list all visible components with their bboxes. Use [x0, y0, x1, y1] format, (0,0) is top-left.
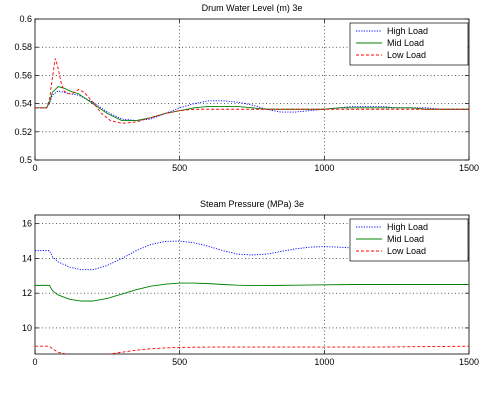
x-tick-label: 0 — [32, 163, 37, 173]
chart-steam-pressure: Steam Pressure (MPa) 3e 0 500 1000 1500 10 12… — [22, 199, 479, 367]
y-tick-label: 0.6 — [19, 14, 32, 24]
chart-title: Steam Pressure (MPa) 3e — [200, 199, 304, 209]
legend-label: High Load — [387, 26, 428, 36]
legend-box — [349, 22, 469, 66]
y-tick-label: 0.58 — [14, 42, 32, 52]
tick-labels: 0 500 1000 1500 10 12 14 16 — [22, 219, 479, 367]
legend-label: High Load — [387, 222, 428, 232]
series-line-high-load — [35, 90, 469, 121]
legend-label: Mid Load — [387, 38, 424, 48]
series-line-low-load — [35, 345, 469, 354]
legend-label: Low Load — [387, 50, 426, 60]
series-line-mid-load — [35, 282, 469, 302]
x-tick-label: 1000 — [314, 357, 334, 367]
x-tick-label: 1500 — [459, 357, 479, 367]
grid — [34, 18, 470, 161]
tick-labels: 0 500 1000 1500 0.5 0.52 0.54 0.56 0.58 0.6 — [14, 14, 479, 173]
series-group — [35, 58, 469, 124]
x-tick-label: 1000 — [314, 163, 334, 173]
y-tick-label: 0.54 — [14, 99, 32, 109]
x-tick-label: 1500 — [459, 163, 479, 173]
y-tick-label: 0.52 — [14, 127, 32, 137]
y-tick-label: 14 — [22, 253, 32, 263]
y-tick-label: 10 — [22, 323, 32, 333]
legend-label: Mid Load — [387, 234, 424, 244]
legend: High Load Mid Load Low Load — [349, 22, 469, 66]
legend-label: Low Load — [387, 246, 426, 256]
legend: High Load Mid Load Low Load — [349, 218, 469, 262]
legend-box — [349, 218, 469, 262]
y-tick-label: 0.5 — [19, 155, 32, 165]
chart-drum-water-level: Drum Water Level (m) 3e 0 500 1000 15000.50… — [14, 3, 479, 173]
y-tick-label: 0.56 — [14, 70, 32, 80]
series-line-low-load — [35, 58, 469, 124]
x-tick-label: 500 — [172, 357, 187, 367]
y-tick-label: 12 — [22, 288, 32, 298]
chart-title: Drum Water Level (m) 3e — [202, 3, 303, 13]
series-line-mid-load — [35, 86, 469, 121]
y-tick-label: 16 — [22, 219, 32, 229]
x-tick-label: 0 — [32, 357, 37, 367]
x-tick-label: 500 — [172, 163, 187, 173]
